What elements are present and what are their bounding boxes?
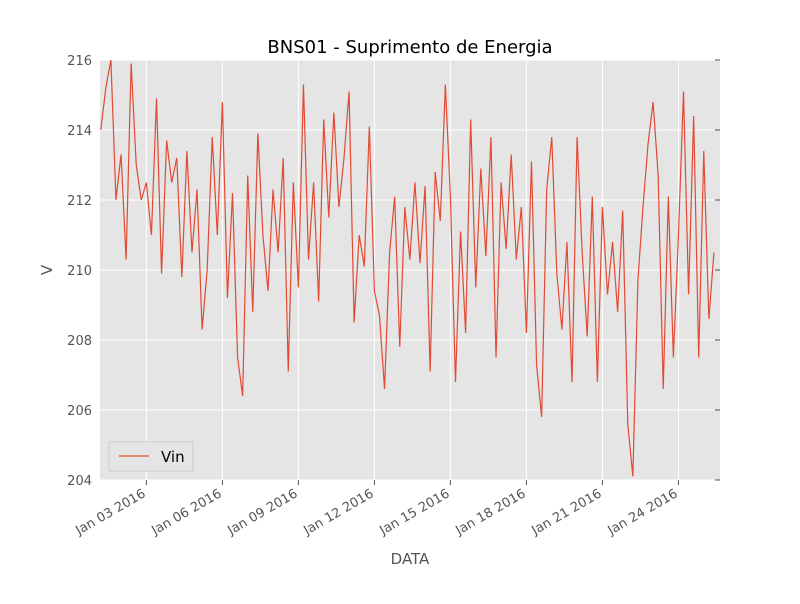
- data-line: [100, 60, 715, 477]
- legend-label: Vin: [161, 448, 185, 466]
- y-tick-label: 210: [67, 264, 92, 279]
- chart-title: BNS01 - Suprimento de Energia: [267, 37, 552, 58]
- x-tick-label: Jan 09 2016: [225, 486, 301, 538]
- x-tick-label: Jan 24 2016: [605, 486, 681, 538]
- x-tick-label: Jan 12 2016: [301, 486, 377, 538]
- x-tick-label: Jan 06 2016: [149, 486, 225, 538]
- x-tick-label: Jan 18 2016: [453, 486, 529, 538]
- x-tick-label: Jan 21 2016: [529, 486, 605, 538]
- y-tick-label: 216: [67, 54, 92, 69]
- y-tick-label: 206: [67, 404, 92, 419]
- y-tick-label: 204: [67, 474, 92, 489]
- y-tick-label: 208: [67, 334, 92, 349]
- x-tick-label: Jan 03 2016: [73, 486, 149, 538]
- y-tick-label: 214: [67, 124, 92, 139]
- y-axis-label: V: [38, 264, 56, 275]
- x-axis-label: DATA: [391, 550, 430, 568]
- x-tick-label: Jan 15 2016: [377, 486, 453, 538]
- y-tick-label: 212: [67, 194, 92, 209]
